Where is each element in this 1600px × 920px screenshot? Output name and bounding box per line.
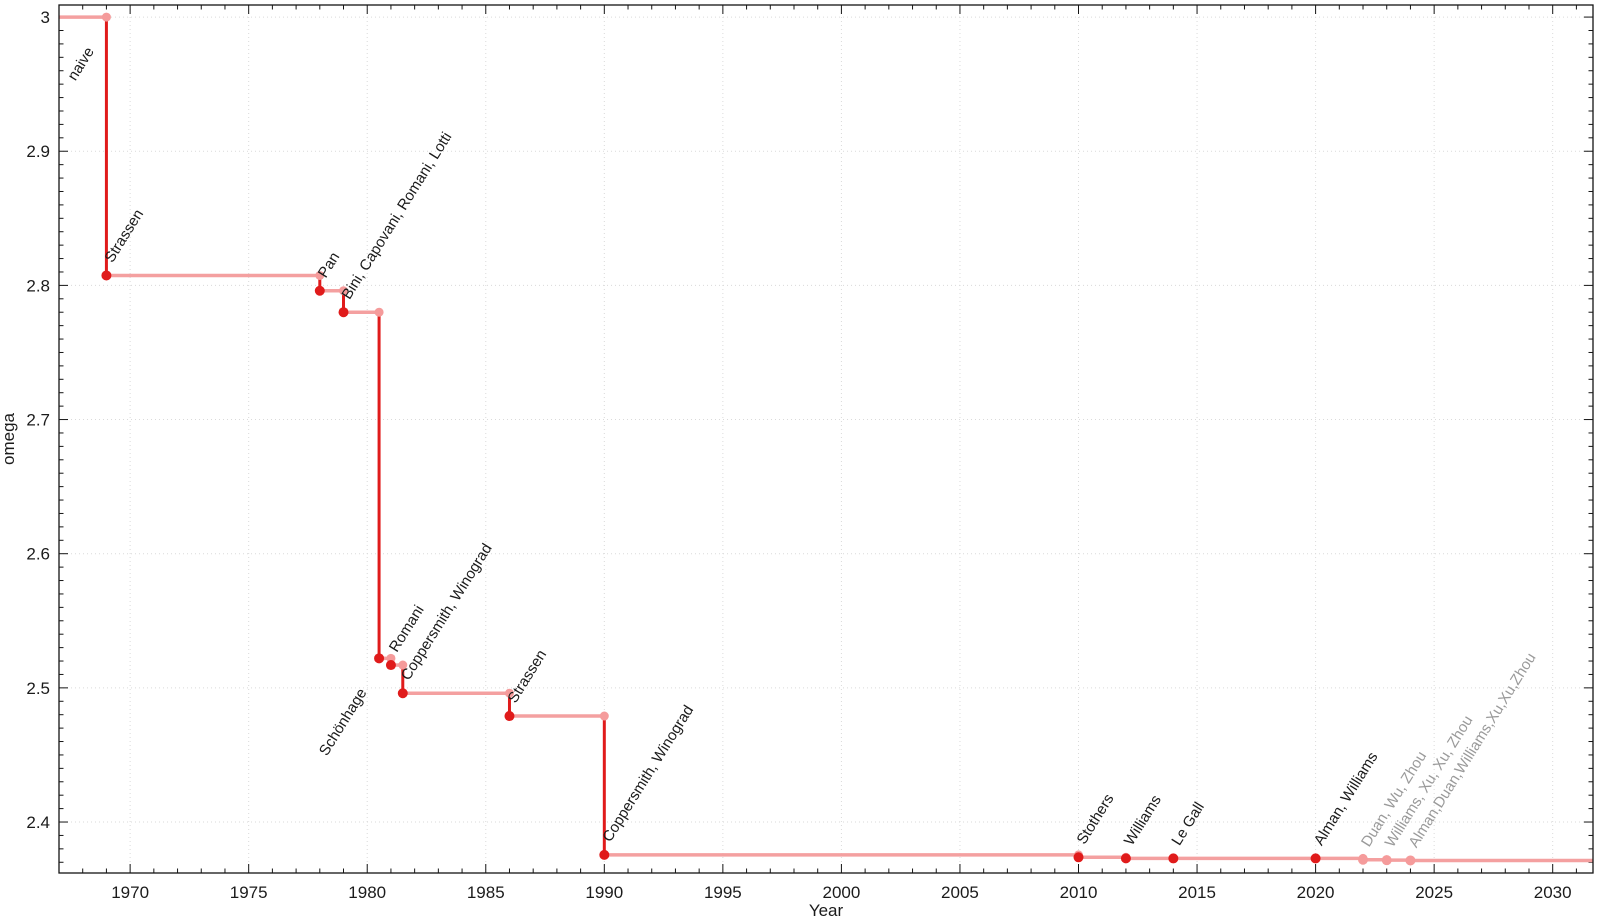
x-axis-title: Year	[809, 901, 844, 920]
step-corner-marker	[504, 688, 514, 698]
step-corner-marker	[315, 270, 325, 280]
x-tick-label: 1970	[111, 883, 149, 902]
data-point-marker	[1358, 854, 1369, 865]
y-tick-label: 2.7	[26, 411, 50, 430]
data-point-marker	[101, 270, 112, 281]
data-point-marker	[1120, 853, 1131, 864]
data-point-marker	[599, 849, 610, 860]
x-tick-label: 2010	[1060, 883, 1098, 902]
x-tick-label: 2005	[941, 883, 979, 902]
y-tick-label: 2.6	[26, 545, 50, 564]
data-point-marker	[338, 307, 349, 318]
x-tick-label: 1980	[348, 883, 386, 902]
data-point-marker	[314, 285, 325, 296]
y-tick-label: 3	[41, 8, 50, 27]
data-point-marker	[385, 660, 396, 671]
y-tick-label: 2.9	[26, 142, 50, 161]
x-tick-label: 2030	[1534, 883, 1572, 902]
x-tick-label: 2015	[1178, 883, 1216, 902]
x-tick-label: 1990	[585, 883, 623, 902]
y-tick-label: 2.4	[26, 813, 50, 832]
data-point-marker	[504, 711, 515, 722]
data-point-marker	[374, 653, 385, 664]
y-tick-label: 2.8	[26, 276, 50, 295]
step-corner-marker	[101, 12, 111, 22]
x-tick-label: 1975	[230, 883, 268, 902]
y-tick-label: 2.5	[26, 679, 50, 698]
plot-frame	[58, 4, 1594, 874]
x-tick-label: 1995	[704, 883, 742, 902]
step-corner-marker	[599, 711, 609, 721]
step-corner-marker	[398, 660, 408, 670]
step-corner-marker	[339, 286, 349, 296]
y-axis-title: omega	[0, 412, 18, 465]
step-corner-marker	[374, 307, 384, 317]
data-point-marker	[397, 688, 408, 699]
data-point-marker	[1310, 853, 1321, 864]
data-point-marker	[1168, 853, 1179, 864]
data-point-marker	[1073, 852, 1084, 863]
data-point-marker	[1405, 855, 1416, 866]
data-point-marker	[1381, 855, 1392, 866]
x-tick-label: 2025	[1415, 883, 1453, 902]
x-tick-label: 1985	[467, 883, 505, 902]
x-tick-label: 2000	[822, 883, 860, 902]
x-tick-label: 2020	[1297, 883, 1335, 902]
